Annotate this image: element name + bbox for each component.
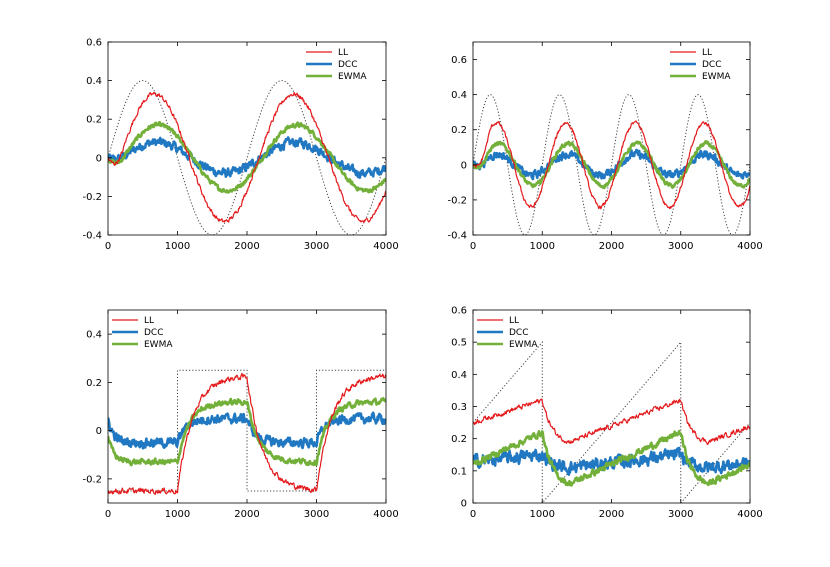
legend-label-ll: LL (144, 316, 154, 326)
x-tick-label: 1000 (530, 241, 555, 252)
y-tick-label: 0 (461, 160, 467, 171)
x-tick-label: 0 (105, 241, 111, 252)
y-tick-label: 0.4 (451, 90, 467, 101)
y-tick-label: 0.2 (86, 115, 102, 126)
x-tick-label: 1000 (530, 509, 555, 520)
series-line-ewma (108, 120, 386, 194)
x-tick-label: 4000 (373, 509, 398, 520)
y-tick-label: 0.3 (451, 402, 467, 413)
series-line-ll (108, 91, 386, 223)
legend-label-ewma: EWMA (509, 340, 538, 350)
legend-label-dcc: DCC (338, 60, 358, 70)
y-tick-label: 0.2 (451, 125, 467, 136)
series-line-dcc (108, 411, 386, 450)
y-tick-label: 0 (96, 426, 102, 437)
x-tick-label: 1000 (165, 509, 190, 520)
y-tick-label: 0 (461, 499, 467, 510)
legend-label-ewma: EWMA (144, 340, 173, 350)
y-tick-label: 0.4 (86, 330, 102, 341)
y-tick-label: -0.4 (447, 231, 467, 242)
x-tick-label: 1000 (165, 241, 190, 252)
legend-label-ewma: EWMA (338, 72, 367, 82)
truth-line (108, 369, 386, 492)
chart-panel-4: 0 1000 2000 3000 4000 0 0.1 0.2 0.3 0.4 0.5 0.6 LL DC… (451, 306, 763, 521)
x-tick-label: 3000 (668, 509, 693, 520)
y-tick-label: 0.6 (451, 55, 467, 66)
truth-line (473, 94, 750, 235)
plot-frame (472, 309, 751, 504)
y-tick-label: 0.6 (86, 38, 102, 49)
truth-line (473, 340, 750, 503)
x-tick-label: 3000 (668, 241, 693, 252)
y-tick-label: -0.2 (447, 195, 467, 206)
chart-panel-2: 0 1000 2000 3000 4000 -0.4 -0.2 0 0.2 0.4 0.6 LL DCC… (447, 41, 763, 252)
series-line-ll (473, 120, 750, 210)
legend-label-ewma: EWMA (702, 72, 731, 82)
x-tick-label: 4000 (373, 241, 398, 252)
plot-frame (472, 41, 751, 236)
y-tick-label: 0.4 (451, 370, 467, 381)
y-tick-label: 0.4 (86, 76, 102, 87)
series-line-ll (473, 398, 750, 445)
plot-frame (107, 41, 387, 236)
legend-label-ll: LL (338, 48, 348, 58)
legend-label-dcc: DCC (702, 60, 722, 70)
series-line-ewma (473, 140, 750, 190)
series-line-dcc (473, 446, 750, 476)
y-tick-label: -0.2 (82, 192, 102, 203)
y-tick-label: 0.1 (451, 466, 467, 477)
x-tick-label: 4000 (737, 509, 762, 520)
truth-line (108, 80, 386, 235)
x-tick-label: 3000 (304, 241, 329, 252)
y-tick-label: -0.4 (82, 231, 102, 242)
y-tick-label: -0.2 (82, 474, 102, 485)
series-line-dcc (108, 136, 386, 179)
chart-panel-3: 0 1000 2000 3000 4000 -0.2 0 0.2 0.4 LL DCC EWMA (82, 309, 399, 520)
x-tick-label: 0 (470, 241, 476, 252)
chart-panel-1: 0 1000 2000 3000 4000 -0.4 -0.2 0 0.2 0.4 0.6 LL DCC… (82, 38, 398, 253)
x-tick-label: 2000 (599, 241, 624, 252)
x-tick-label: 0 (105, 509, 111, 520)
y-tick-label: 0 (96, 153, 102, 164)
series-line-ewma (473, 429, 750, 487)
legend-label-ll: LL (702, 48, 712, 58)
series-line-ll (108, 372, 386, 495)
x-tick-label: 4000 (737, 241, 762, 252)
x-tick-label: 2000 (234, 509, 259, 520)
series-line-dcc (473, 148, 750, 181)
legend-label-ll: LL (509, 316, 519, 326)
x-tick-label: 3000 (304, 509, 329, 520)
x-tick-label: 0 (470, 509, 476, 520)
y-tick-label: 0.2 (451, 434, 467, 445)
y-tick-label: 0.2 (86, 378, 102, 389)
y-tick-label: 0.5 (451, 338, 467, 349)
legend-label-dcc: DCC (509, 328, 529, 338)
x-tick-label: 2000 (234, 241, 259, 252)
x-tick-label: 2000 (599, 509, 624, 520)
series-line-ewma (108, 397, 386, 467)
legend-label-dcc: DCC (144, 328, 164, 338)
y-tick-label: 0.6 (451, 306, 467, 317)
